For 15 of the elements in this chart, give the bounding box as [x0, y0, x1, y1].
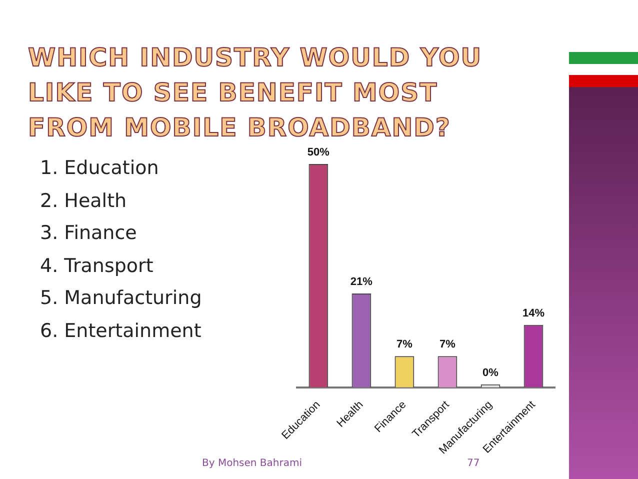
- data-label: 50%: [307, 146, 330, 159]
- text: 5. Manufacturing: [40, 286, 202, 311]
- text: 1. Education: [40, 156, 160, 181]
- text: By Mohsen Bahrami: [202, 458, 302, 469]
- text: 2. Health: [40, 188, 128, 214]
- text: 77: [467, 458, 480, 469]
- data-label: 21%: [350, 276, 373, 288]
- data-label: 7%: [440, 338, 456, 351]
- text: 4. Transport: [40, 254, 154, 278]
- data-label: 7%: [396, 338, 413, 351]
- text: 3. Finance: [40, 221, 138, 246]
- data-label: 0%: [482, 366, 499, 379]
- text: 6. Entertainment: [40, 318, 202, 344]
- chart-title: WHICH INDUSTRY WOULD YOU LIKE TO SEE BENEFIT MOST FROM MOBILE BROADBAND?: [28, 42, 484, 144]
- data-label: 14%: [522, 307, 545, 320]
